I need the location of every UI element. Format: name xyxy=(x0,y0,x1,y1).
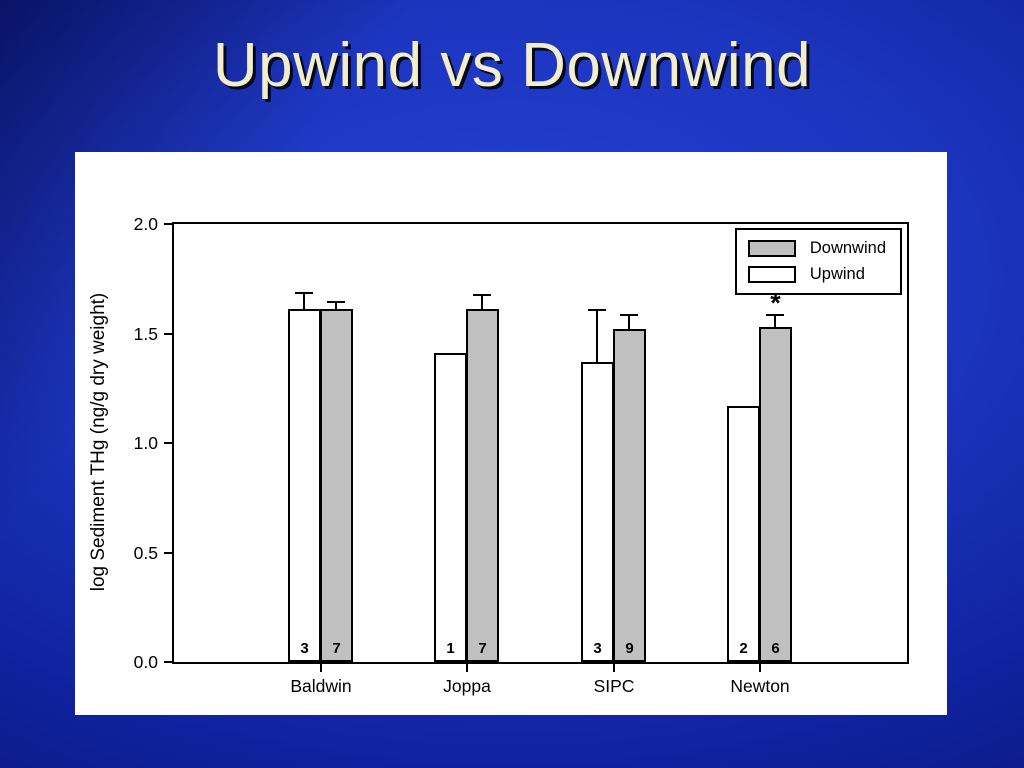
error-bar-stem xyxy=(774,314,776,327)
error-bar-stem xyxy=(628,314,630,329)
y-axis-tick-label: 1.5 xyxy=(133,323,158,344)
x-axis-tick xyxy=(466,664,468,672)
x-axis-tick xyxy=(759,664,761,672)
error-bar-stem xyxy=(596,309,598,362)
legend-item-label: Downwind xyxy=(809,239,886,257)
bar-downwind-sipc xyxy=(613,329,646,662)
bar-count-label: 2 xyxy=(739,640,748,657)
y-axis-tick xyxy=(164,442,172,444)
bar-downwind-newton xyxy=(759,327,792,662)
y-axis-tick-label: 2.0 xyxy=(133,214,158,234)
bar-count-label: 3 xyxy=(300,640,309,657)
bar-upwind-sipc xyxy=(581,362,614,662)
bar-count-label: 9 xyxy=(625,640,634,657)
legend-swatch-upwind xyxy=(747,266,796,283)
y-axis-tick-label: 0.5 xyxy=(133,542,158,563)
bar-count-label: 3 xyxy=(593,640,602,657)
y-axis-tick xyxy=(164,551,172,554)
legend-item: Upwind xyxy=(747,265,886,284)
error-bar-cap xyxy=(588,309,606,311)
error-bar-stem xyxy=(335,301,337,309)
plot-area: 0.0 0.5 1.0 1.5 2.0 Baldwin 3 7 Joppa 1 7 SIPC 3 9 New… xyxy=(134,214,909,696)
y-axis-title: log Sediment THg (ng/g dry weight) xyxy=(88,292,109,592)
legend-item-label: Upwind xyxy=(809,265,865,283)
x-axis-category-label: Baldwin xyxy=(290,676,352,696)
x-axis-tick xyxy=(613,664,615,672)
bar-upwind-baldwin xyxy=(288,309,321,662)
legend-swatch-downwind xyxy=(747,240,796,257)
error-bar-cap xyxy=(295,292,313,294)
bar-downwind-joppa xyxy=(466,309,499,662)
bar-upwind-joppa xyxy=(434,353,467,662)
error-bar-cap xyxy=(473,294,491,296)
x-axis-category-label: Joppa xyxy=(443,676,491,696)
x-axis-category-label: Newton xyxy=(730,676,790,696)
y-axis-tick xyxy=(164,223,172,225)
error-bar-cap xyxy=(766,314,784,316)
page-title: Upwind vs Downwind xyxy=(212,31,812,100)
y-axis-tick-label: 0.0 xyxy=(133,652,158,672)
chart-panel: log Sediment THg (ng/g dry weight) 0.0 0.… xyxy=(75,152,947,715)
error-bar-cap xyxy=(620,314,638,316)
error-bar-stem xyxy=(303,292,305,309)
bar-upwind-newton xyxy=(727,406,760,662)
bar-count-label: 7 xyxy=(332,640,341,657)
y-axis-tick xyxy=(164,332,172,335)
legend-item: Downwind xyxy=(747,239,886,258)
bar-count-label: 7 xyxy=(478,640,487,657)
y-axis-tick-label: 1.0 xyxy=(133,433,158,453)
significance-asterisk: * xyxy=(770,288,781,318)
error-bar-stem xyxy=(481,294,483,309)
y-axis-tick xyxy=(164,661,172,663)
bar-count-label: 1 xyxy=(446,640,455,657)
x-axis-tick xyxy=(320,664,322,672)
x-axis-category-label: SIPC xyxy=(593,676,635,696)
legend: Downwind Upwind xyxy=(734,228,902,295)
error-bar-cap xyxy=(327,301,345,303)
bar-downwind-baldwin xyxy=(320,309,353,662)
bar-count-label: 6 xyxy=(771,640,780,657)
